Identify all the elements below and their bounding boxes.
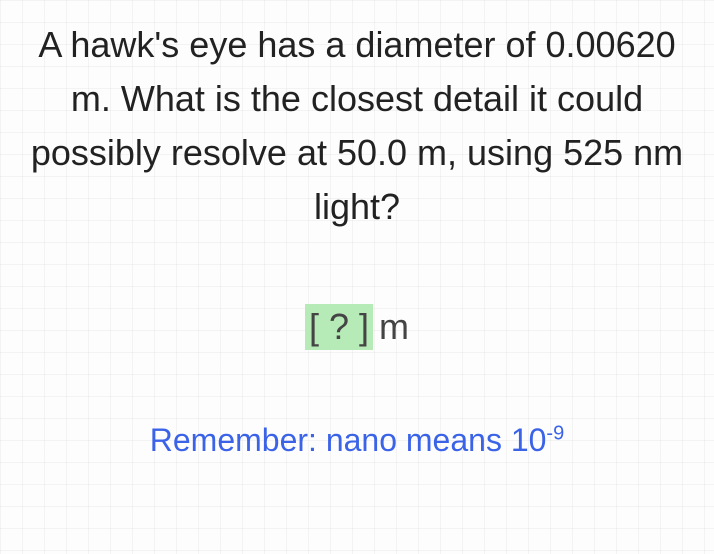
answer-unit: m xyxy=(379,306,409,347)
answer-input-box[interactable]: [ ? ] xyxy=(305,304,373,350)
problem-card: A hawk's eye has a diameter of 0.00620 m… xyxy=(0,0,714,554)
hint-exponent: -9 xyxy=(546,422,564,444)
hint-text: Remember: nano means 10-9 xyxy=(0,422,714,459)
question-text: A hawk's eye has a diameter of 0.00620 m… xyxy=(18,18,696,234)
answer-row: [ ? ]m xyxy=(0,304,714,350)
hint-prefix: Remember: nano means 10 xyxy=(150,422,547,458)
